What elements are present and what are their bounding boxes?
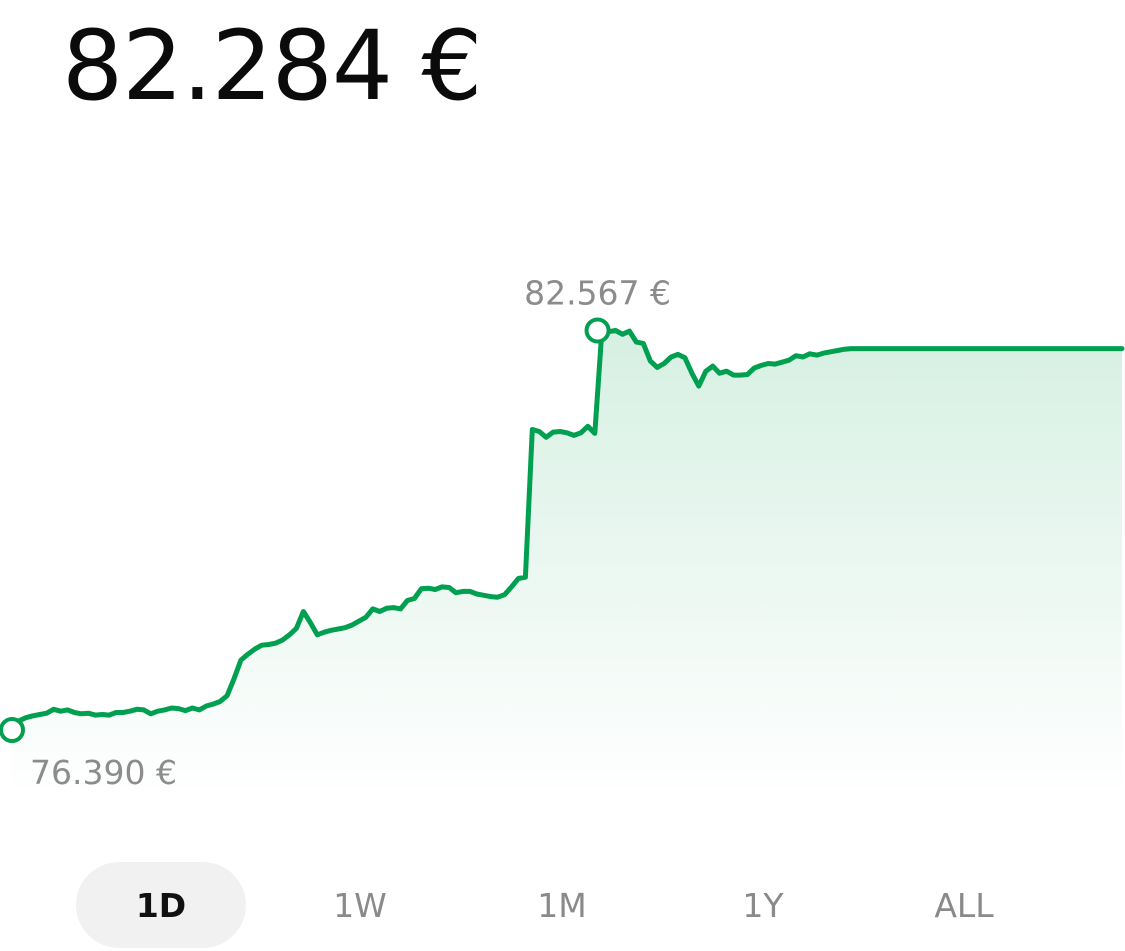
- range-1w-button[interactable]: 1W: [275, 862, 445, 948]
- range-1y-button[interactable]: 1Y: [678, 862, 848, 948]
- range-1d-button[interactable]: 1D: [76, 862, 246, 948]
- price-line: [9, 328, 1125, 733]
- low-value-label: 76.390 €: [30, 753, 177, 792]
- time-range-selector: 1D 1W 1M 1Y ALL: [0, 862, 1125, 948]
- range-all-button[interactable]: ALL: [879, 862, 1049, 948]
- portfolio-value: 82.284 €: [62, 10, 482, 122]
- price-chart[interactable]: 82.567 € 76.390 €: [0, 240, 1125, 800]
- low-point-marker: [0, 717, 25, 743]
- range-1m-button[interactable]: 1M: [477, 862, 647, 948]
- chart-area-fill: [12, 330, 1122, 800]
- high-point-marker: [584, 317, 611, 344]
- high-value-label: 82.567 €: [524, 273, 671, 312]
